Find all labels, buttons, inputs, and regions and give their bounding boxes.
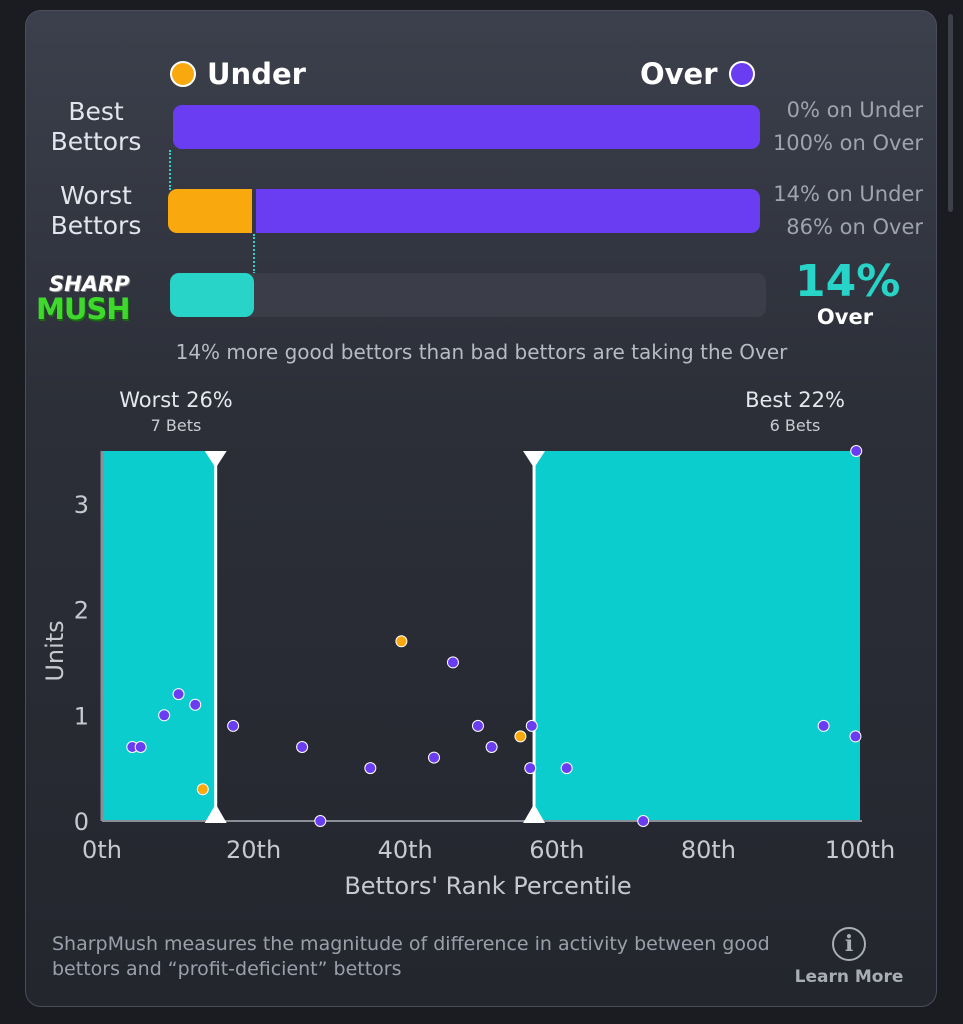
x-tick-label: 100th [825,836,895,864]
best-band-title: Best 22% [745,388,845,412]
legend-under: Under [170,57,306,91]
worst-bettors-under-bar [168,189,252,233]
best-under-pct: 0% on Under [786,98,923,122]
worst-bettors-percentages: 14% on Under 86% on Over [773,178,923,244]
worst-band-count: 7 Bets [150,416,202,435]
best-guide-line [169,150,171,190]
worst-bettors-over-bar [256,189,760,233]
best-bettors-percentages: 0% on Under 100% on Over [773,94,923,160]
worst-band-handle-bottom-triangle [204,804,227,823]
over-point [296,741,309,753]
scrollbar[interactable] [948,14,953,212]
over-point [158,709,171,722]
x-tick-label: 20th [226,836,281,864]
worst-bettors-label: Worst Bettors [28,181,164,241]
over-point [227,719,240,732]
logo-sharp-text: SHARP [49,272,130,296]
over-point [364,762,377,775]
legend-over-label: Over [640,57,718,91]
best-band-region [534,451,860,821]
worst-bettors-label-line2: Bettors [50,211,142,240]
learn-more-label: Learn More [794,967,904,987]
under-point [395,635,408,648]
y-tick-label: 2 [74,597,89,625]
x-tick-label: 40th [378,836,433,864]
sharpmush-fill [170,273,254,317]
sharpmush-value: 14% [795,256,901,307]
over-point [428,751,441,764]
sharpmush-track [170,273,766,317]
over-point [134,741,147,753]
best-over-pct: 100% on Over [772,131,923,155]
x-tick-label: 80th [681,836,736,864]
y-tick-label: 3 [74,491,89,519]
summary-text: 14% more good bettors than bad bettors a… [175,340,788,364]
over-point [817,719,830,732]
worst-band-title: Worst 26% [119,388,233,412]
legend-under-label: Under [207,57,306,91]
worst-over-pct: 86% on Over [786,215,923,239]
worst-band-handle-top-triangle [204,451,227,468]
y-tick-label: 0 [74,808,89,836]
best-band-label: Best 22% 6 Bets [715,388,875,435]
best-band-count: 6 Bets [769,416,821,435]
over-point [560,762,573,775]
over-point [189,698,202,711]
worst-under-pct: 14% on Under [773,182,923,206]
over-point [850,445,863,457]
x-tick-label: 60th [529,836,584,864]
under-dot-icon [170,61,196,87]
footnote-text: SharpMush measures the magnitude of diff… [52,933,770,980]
info-icon: i [832,927,866,961]
legend-over: Over [640,57,755,91]
under-point [514,730,527,743]
over-point [524,762,537,775]
worst-band-region [102,451,216,821]
best-bettors-over-bar [173,105,760,149]
x-tick-label: 0th [82,836,122,864]
over-point [849,730,862,743]
sharpmush-direction: Over [816,305,874,329]
best-band-handle-top-triangle [523,451,546,468]
sharpmush-logo: SHARP MUSH [33,272,151,334]
under-point [196,783,209,796]
over-point [471,719,484,732]
y-axis-label: Units [41,620,69,681]
best-bettors-label-line1: Best [68,97,124,126]
over-point [172,688,185,701]
over-dot-icon [728,61,755,87]
worst-bettors-label-line1: Worst [60,181,132,210]
best-bettors-label-line2: Bettors [50,127,142,156]
logo-mush-text: MUSH [36,292,131,326]
x-axis-label: Bettors' Rank Percentile [344,872,631,900]
worst-guide-line [253,234,255,274]
best-bettors-label: Best Bettors [28,97,164,157]
learn-more-button[interactable]: i Learn More [790,927,908,987]
best-band-handle-bottom-triangle [523,804,546,823]
over-point [525,719,538,732]
worst-band-label: Worst 26% 7 Bets [96,388,256,435]
over-point [446,656,459,669]
y-tick-label: 1 [74,702,89,730]
over-point [485,741,498,753]
over-point [637,815,650,827]
over-point [314,815,327,827]
